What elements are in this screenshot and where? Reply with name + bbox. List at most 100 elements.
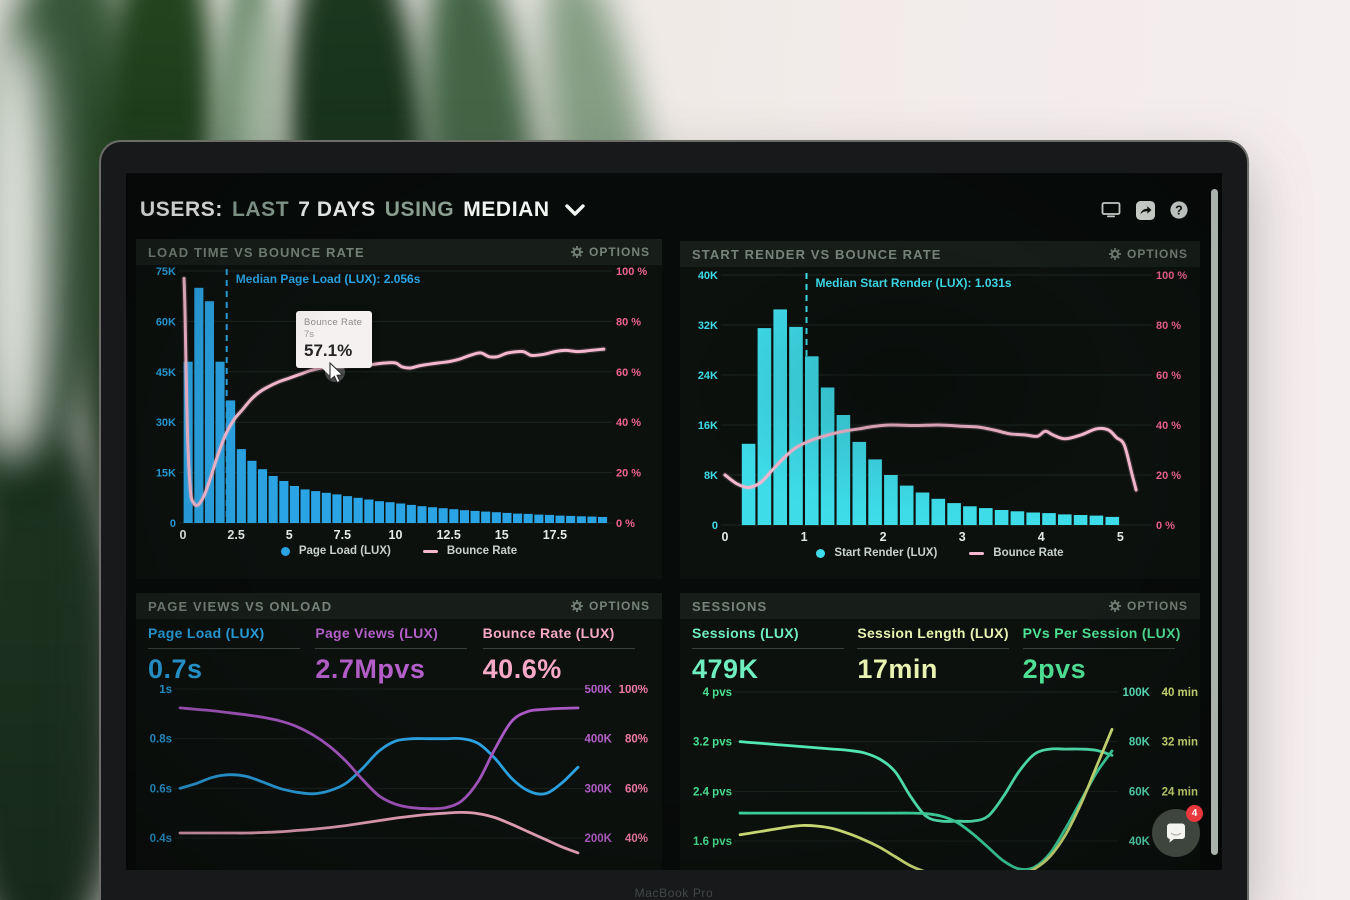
svg-text:60K: 60K bbox=[1129, 786, 1151, 798]
svg-text:80%: 80% bbox=[625, 734, 648, 746]
dashboard-screen: USERS: LAST 7 DAYS USING MEDIAN ? bbox=[126, 173, 1222, 870]
svg-text:3: 3 bbox=[959, 530, 966, 544]
panel-title-bar: SESSIONS OPTIONS bbox=[680, 593, 1200, 619]
svg-text:80K: 80K bbox=[1129, 737, 1151, 749]
start-render-chart[interactable]: 40K 100 % 32K 80 % 24K 60 % 16K 40 % 8K 20 % 0 0 % M… bbox=[680, 267, 1200, 547]
metrics-row: Sessions (LUX) 479K Session Length (LUX)… bbox=[692, 625, 1188, 685]
svg-text:Median Page Load (LUX): 2.056s: Median Page Load (LUX): 2.056s bbox=[236, 272, 421, 286]
panel-title-bar: START RENDER VS BOUNCE RATE OPTIONS bbox=[680, 241, 1200, 267]
legend-dot bbox=[280, 546, 290, 556]
metric-pvs-per-session: PVs Per Session (LUX) 2pvs bbox=[1022, 625, 1181, 684]
svg-text:0: 0 bbox=[180, 528, 187, 542]
dashboard-header: USERS: LAST 7 DAYS USING MEDIAN ? bbox=[140, 191, 1208, 229]
scrollbar-thumb[interactable] bbox=[1211, 189, 1218, 855]
svg-text:2: 2 bbox=[880, 530, 887, 544]
svg-text:2.5: 2.5 bbox=[227, 528, 244, 542]
svg-text:4 pvs: 4 pvs bbox=[703, 687, 732, 699]
svg-text:75K: 75K bbox=[156, 266, 176, 278]
chart-tooltip: Bounce Rate 7s 57.1% bbox=[296, 311, 372, 375]
panel-title: SESSIONS bbox=[692, 598, 768, 614]
svg-text:7.5: 7.5 bbox=[334, 528, 351, 542]
svg-text:20 %: 20 % bbox=[1156, 470, 1181, 482]
panel-page-views-vs-onload: PAGE VIEWS VS ONLOAD OPTIONS Page Load (… bbox=[136, 593, 662, 870]
options-button[interactable]: OPTIONS bbox=[1108, 247, 1188, 261]
chat-bubble-icon bbox=[1167, 823, 1185, 843]
svg-text:10: 10 bbox=[389, 528, 403, 542]
users-filter-dropdown[interactable]: USERS: LAST 7 DAYS USING MEDIAN bbox=[140, 198, 585, 222]
mouse-cursor bbox=[325, 361, 345, 384]
svg-text:60K: 60K bbox=[156, 316, 176, 328]
svg-text:0 %: 0 % bbox=[616, 518, 635, 530]
legend-label[interactable]: Page Load (LUX) bbox=[298, 545, 391, 557]
legend-label[interactable]: Bounce Rate bbox=[993, 547, 1064, 559]
load-time-chart[interactable]: 75K 100 % 60K 80 % 45K 60 % 30K 40 % 15K 20 % 0 0 %… bbox=[136, 265, 662, 545]
metric-page-views: Page Views (LUX) 2.7Mpvs bbox=[315, 625, 482, 685]
svg-text:100 %: 100 % bbox=[616, 266, 647, 278]
svg-text:3.2 pvs: 3.2 pvs bbox=[693, 737, 732, 749]
svg-text:40%: 40% bbox=[625, 833, 648, 845]
svg-text:32 min: 32 min bbox=[1162, 737, 1198, 749]
svg-text:24K: 24K bbox=[698, 370, 718, 382]
chat-widget-button[interactable]: 4 bbox=[1152, 805, 1203, 857]
svg-text:15K: 15K bbox=[156, 468, 176, 480]
gear-icon bbox=[570, 600, 583, 612]
gear-icon bbox=[570, 246, 583, 258]
svg-text:24 min: 24 min bbox=[1162, 786, 1198, 798]
svg-text:12.5: 12.5 bbox=[436, 528, 460, 542]
svg-text:2.4 pvs: 2.4 pvs bbox=[693, 786, 732, 798]
svg-text:17.5: 17.5 bbox=[543, 528, 567, 542]
panel-title-bar: LOAD TIME VS BOUNCE RATE OPTIONS bbox=[136, 239, 662, 265]
display-icon[interactable] bbox=[1100, 199, 1122, 221]
svg-text:0: 0 bbox=[712, 520, 718, 532]
header-icons: ? bbox=[1100, 199, 1190, 221]
help-icon[interactable]: ? bbox=[1168, 199, 1190, 221]
svg-text:100K: 100K bbox=[1123, 687, 1151, 699]
svg-text:40K: 40K bbox=[698, 270, 718, 282]
svg-text:15: 15 bbox=[495, 528, 509, 542]
metric-session-length: Session Length (LUX) 17min bbox=[857, 625, 1010, 684]
chart-legend: Page Load (LUX) Bounce Rate bbox=[136, 545, 662, 557]
panel-title: LOAD TIME VS BOUNCE RATE bbox=[148, 244, 365, 260]
share-icon[interactable] bbox=[1134, 199, 1156, 221]
sessions-chart[interactable]: 4 pvs 100K 40 min 3.2 pvs 80K 32 min 2.4 pvs 60… bbox=[680, 685, 1200, 870]
metric-bounce-rate: Bounce Rate (LUX) 40.6% bbox=[482, 625, 650, 685]
options-button[interactable]: OPTIONS bbox=[570, 245, 650, 259]
svg-text:40 %: 40 % bbox=[1156, 420, 1181, 432]
svg-text:0.4s: 0.4s bbox=[150, 833, 172, 845]
svg-text:1.6 pvs: 1.6 pvs bbox=[693, 836, 732, 848]
page-views-chart[interactable]: 1s 500K 100% 0.8s 400K 80% 0.6s 300K 60% 0.4s 200K… bbox=[136, 685, 662, 870]
legend-dash bbox=[969, 551, 985, 555]
header-part: MEDIAN bbox=[463, 198, 550, 221]
svg-text:16K: 16K bbox=[698, 420, 718, 432]
legend-label[interactable]: Start Render (LUX) bbox=[834, 547, 938, 559]
svg-text:5: 5 bbox=[1117, 530, 1124, 544]
svg-text:1s: 1s bbox=[159, 685, 172, 696]
svg-text:Median Start Render (LUX): 1.0: Median Start Render (LUX): 1.031s bbox=[816, 276, 1012, 290]
svg-text:80 %: 80 % bbox=[1156, 320, 1181, 332]
panel-title: START RENDER VS BOUNCE RATE bbox=[692, 246, 942, 262]
svg-text:40K: 40K bbox=[1129, 836, 1151, 848]
svg-text:0: 0 bbox=[722, 530, 729, 544]
options-button[interactable]: OPTIONS bbox=[570, 599, 650, 613]
device-brand-label: MacBook Pro bbox=[634, 886, 714, 900]
metric-sessions: Sessions (LUX) 479K bbox=[692, 625, 857, 685]
svg-text:100 %: 100 % bbox=[1156, 270, 1187, 282]
chevron-down-icon[interactable] bbox=[564, 204, 585, 216]
svg-text:60%: 60% bbox=[625, 783, 648, 795]
svg-text:60 %: 60 % bbox=[616, 367, 641, 379]
panel-load-time-vs-bounce-rate: LOAD TIME VS BOUNCE RATE OPTIONS 75K 100 … bbox=[136, 239, 662, 579]
header-part: 7 DAYS bbox=[298, 198, 376, 221]
options-button[interactable]: OPTIONS bbox=[1108, 599, 1188, 613]
legend-label[interactable]: Bounce Rate bbox=[446, 545, 518, 557]
panel-title: PAGE VIEWS VS ONLOAD bbox=[148, 598, 333, 614]
svg-text:45K: 45K bbox=[156, 367, 176, 379]
svg-text:60 %: 60 % bbox=[1156, 370, 1181, 382]
svg-text:?: ? bbox=[1175, 203, 1183, 217]
header-part: LAST bbox=[231, 198, 290, 221]
panel-title-bar: PAGE VIEWS VS ONLOAD OPTIONS bbox=[136, 593, 662, 619]
header-part: USING bbox=[384, 198, 455, 221]
svg-text:400K: 400K bbox=[585, 734, 613, 746]
svg-text:500K: 500K bbox=[585, 685, 613, 696]
svg-text:300K: 300K bbox=[585, 783, 613, 795]
svg-text:0.8s: 0.8s bbox=[150, 734, 172, 746]
